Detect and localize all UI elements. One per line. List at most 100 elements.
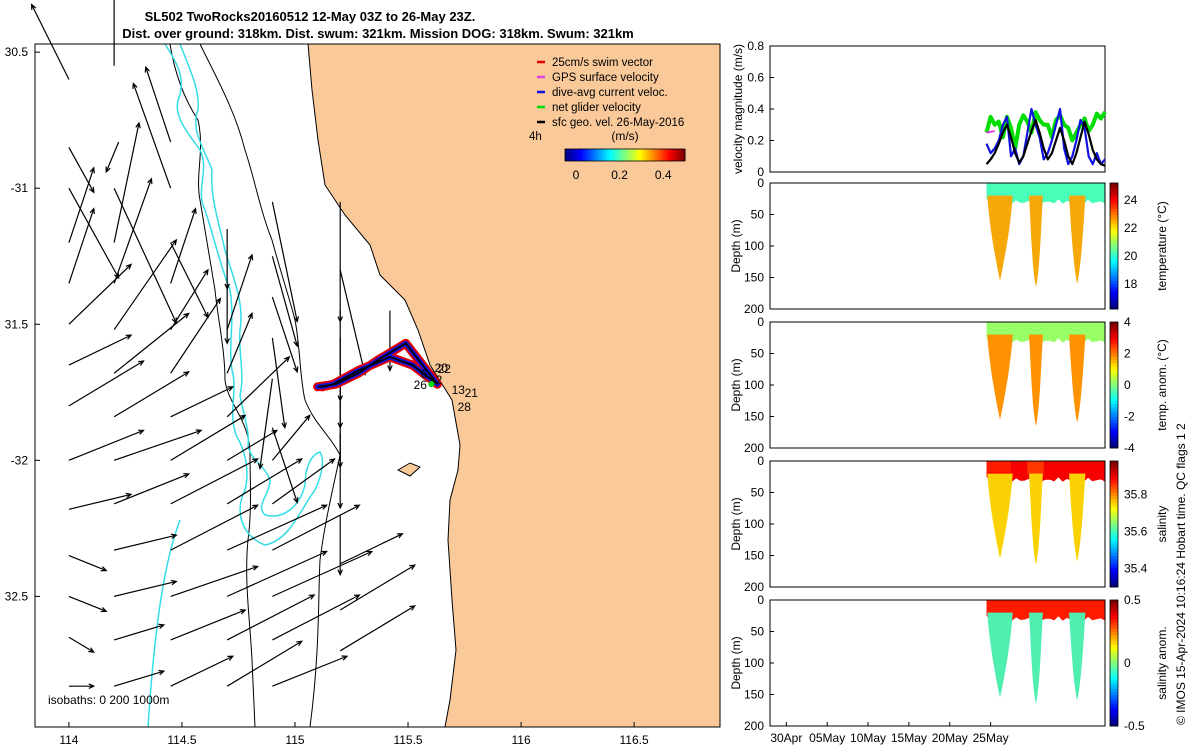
section-colorbar-tick-label: 2 — [1124, 347, 1131, 361]
section-colorbar-cell — [1110, 473, 1118, 478]
map-y-tick-label: 32.5 — [5, 589, 29, 603]
section-colorbar-cell — [1110, 461, 1118, 465]
section-colorbar-cell — [1110, 353, 1118, 358]
section-x-tick-label: 05May — [809, 731, 845, 745]
section-colorbar-cell — [1110, 277, 1118, 282]
map-x-tick-label: 114.5 — [167, 733, 196, 747]
geo-velocity-vector — [113, 371, 190, 418]
section-colorbar-tick-label: -0.5 — [1124, 719, 1145, 733]
section-colorbar-cell — [1110, 183, 1118, 187]
geo-velocity-vector — [271, 256, 299, 348]
section-colorbar-cell — [1110, 264, 1118, 269]
section-colorbar-cell — [1110, 606, 1118, 610]
legend-label-dive: dive-avg current veloc. — [552, 87, 668, 99]
section-dive-profile — [1069, 612, 1086, 701]
map-colorbar-cell — [613, 149, 616, 161]
section-colorbar-cell — [1110, 697, 1118, 702]
geo-velocity-vector — [272, 550, 374, 597]
section-dive-shading — [987, 473, 1013, 559]
section-colorbar-cell — [1110, 394, 1118, 398]
geo-velocity-vector — [226, 253, 254, 330]
map-colorbar-cell — [661, 149, 664, 161]
section-colorbar-cell — [1110, 707, 1118, 711]
section-colorbar-cell — [1110, 388, 1118, 392]
section-colorbar-cell — [1110, 233, 1118, 237]
section-colorbar-cell — [1110, 539, 1118, 544]
map-colorbar-cell — [621, 149, 624, 161]
section-y-tick-label: 100 — [744, 517, 764, 531]
map-colorbar-tick-label: 0 — [573, 168, 580, 182]
section-colorbar-cell — [1110, 546, 1118, 550]
section-colorbar-cell — [1110, 391, 1118, 395]
section-colorbar-cell — [1110, 666, 1118, 670]
geo-velocity-vector — [226, 640, 304, 687]
section-colorbar-cell — [1110, 561, 1118, 566]
geo-velocity-vector — [339, 533, 404, 565]
section-y-tick-label: 100 — [744, 239, 764, 253]
section-bg — [770, 322, 1105, 448]
section-colorbar-label: salinity — [1155, 506, 1169, 543]
isobath-200m — [199, 43, 341, 728]
section-colorbar-cell — [1110, 331, 1118, 335]
map-colorbar-cell — [567, 149, 570, 161]
geo-velocity-vector — [68, 187, 120, 280]
section-colorbar-tick-label: 20 — [1124, 249, 1138, 263]
section-colorbar-cell — [1110, 201, 1118, 206]
geo-velocity-vector — [170, 297, 222, 374]
geo-velocity-vector — [226, 355, 291, 418]
section-colorbar-cell — [1110, 656, 1118, 661]
geo-velocity-vector — [68, 636, 96, 653]
geo-velocity-vector — [337, 514, 343, 577]
section-colorbar-cell — [1110, 378, 1118, 383]
section-colorbar-cell — [1110, 492, 1118, 497]
geo-velocity-vector — [68, 555, 108, 572]
map-colorbar-cell — [581, 149, 584, 161]
geo-velocity-vector — [272, 458, 336, 505]
section-colorbar-tick-label: 35.4 — [1124, 561, 1148, 575]
section-colorbar-cell — [1110, 622, 1118, 626]
section-colorbar-cell — [1110, 252, 1118, 256]
section-dive-profile — [987, 334, 1013, 420]
velocity-axes-frame — [769, 45, 1106, 173]
geo-velocity-vector — [132, 82, 172, 189]
track-label: 2 — [436, 373, 443, 387]
section-dive-profile — [1069, 195, 1086, 284]
section-colorbar-cell — [1110, 678, 1118, 683]
map-colorbar-cell — [583, 149, 586, 161]
section-colorbar-cell — [1110, 347, 1118, 351]
section-colorbar-cell — [1110, 511, 1118, 515]
map-colorbar-cell — [575, 149, 578, 161]
section-colorbar-cell — [1110, 514, 1118, 519]
section-y-tick-label: 100 — [744, 656, 764, 670]
section-colorbar-cell — [1110, 527, 1118, 531]
section-colorbar-cell — [1110, 340, 1118, 345]
geo-velocity-vector — [272, 594, 361, 641]
geo-velocity-vector — [68, 360, 145, 407]
section-colorbar-cell — [1110, 322, 1118, 326]
section-colorbar-cell — [1110, 618, 1118, 623]
section-colorbar-cell — [1110, 186, 1118, 190]
geo-velocity-vector — [68, 492, 133, 510]
geo-velocity-vector — [170, 458, 259, 505]
net-velocity-marker — [428, 381, 435, 388]
section-x-tick-label: 30Apr — [770, 731, 802, 745]
map-colorbar-cell — [565, 149, 568, 161]
geo-velocity-vector — [170, 655, 235, 687]
section-colorbar-cell — [1110, 280, 1118, 285]
velocity-y-label: velocity magnitude (m/s) — [731, 44, 745, 174]
section-y-tick-label: 200 — [744, 302, 764, 316]
map-x-tick-label: 114 — [59, 733, 78, 747]
map-colorbar-cell — [671, 149, 674, 161]
section-colorbar-cell — [1110, 410, 1118, 414]
section-colorbar-cell — [1110, 230, 1118, 234]
section-colorbar-cell — [1110, 441, 1118, 446]
isobath-1000m — [169, 43, 256, 728]
section-dive-profile — [987, 473, 1013, 559]
section-dive-shading — [1029, 473, 1043, 565]
section-colorbar-cell — [1110, 350, 1118, 354]
section-dive-shading — [1029, 334, 1043, 426]
section-x-tick-label: 10May — [850, 731, 886, 745]
section-colorbar-cell — [1110, 628, 1118, 632]
velocity-y-tick-label: 0.6 — [747, 71, 764, 85]
